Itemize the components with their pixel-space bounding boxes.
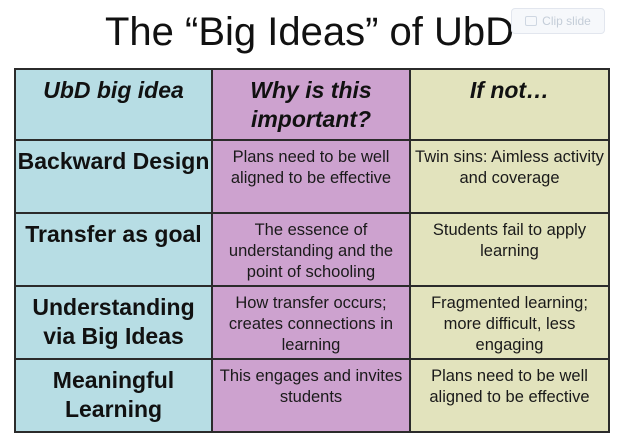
table-row: Understanding via Big Ideas How transfer…	[14, 285, 610, 360]
clipboard-icon	[525, 16, 538, 26]
big-ideas-table: UbD big idea Why is this important? If n…	[14, 68, 610, 433]
if-not-cell: Twin sins: Aimless activity and coverage	[409, 139, 610, 214]
why-important-cell: The essence of understanding and the poi…	[211, 212, 411, 287]
why-important-cell: Plans need to be well aligned to be effe…	[211, 139, 411, 214]
header-ubd-big-idea: UbD big idea	[14, 68, 213, 141]
table-row: Backward Design Plans need to be well al…	[14, 139, 610, 214]
header-why-important: Why is this important?	[211, 68, 411, 141]
if-not-cell: Plans need to be well aligned to be effe…	[409, 358, 610, 433]
big-idea-cell: Transfer as goal	[14, 212, 213, 287]
why-important-cell: How transfer occurs; creates connections…	[211, 285, 411, 360]
big-idea-cell: Meaningful Learning	[14, 358, 213, 433]
table-row: Transfer as goal The essence of understa…	[14, 212, 610, 287]
if-not-cell: Fragmented learning; more difficult, les…	[409, 285, 610, 360]
why-important-cell: This engages and invites students	[211, 358, 411, 433]
table-header-row: UbD big idea Why is this important? If n…	[14, 68, 610, 141]
clip-slide-button[interactable]: Clip slide	[511, 8, 605, 34]
slide-title: The “Big Ideas” of UbD	[104, 10, 515, 54]
big-idea-cell: Understanding via Big Ideas	[14, 285, 213, 360]
clip-slide-label: Clip slide	[542, 14, 591, 28]
if-not-cell: Students fail to apply learning	[409, 212, 610, 287]
table-row: Meaningful Learning This engages and inv…	[14, 358, 610, 433]
big-idea-cell: Backward Design	[14, 139, 213, 214]
header-if-not: If not…	[409, 68, 610, 141]
